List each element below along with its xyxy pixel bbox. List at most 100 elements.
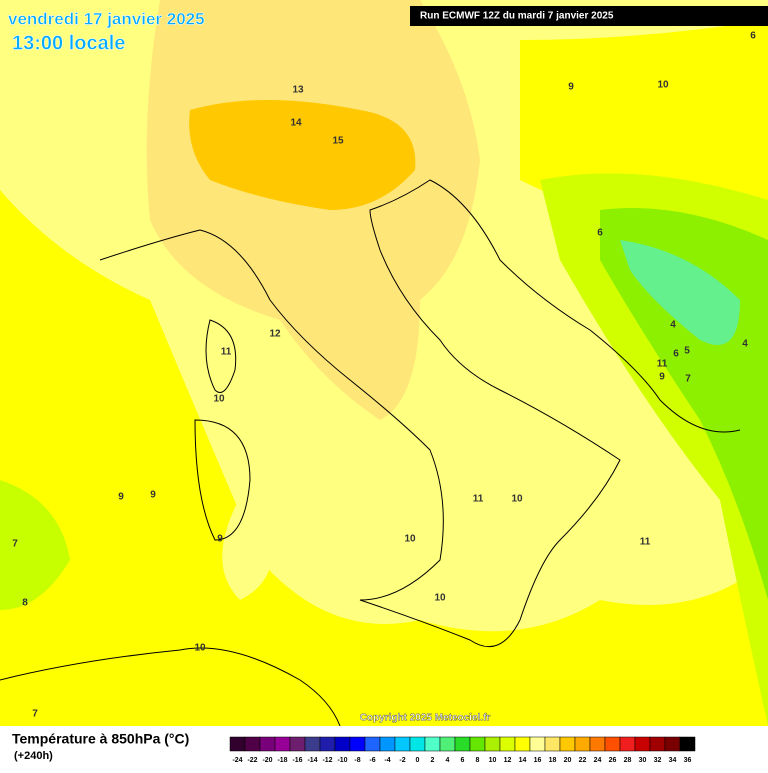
legend-tick-label: 12 [504, 757, 512, 764]
contour-label: 15 [332, 136, 344, 147]
contour-label: 10 [657, 80, 669, 91]
time-title: 13:00 locale [12, 32, 125, 54]
color-swatch [574, 736, 591, 752]
legend-tick-label: 22 [579, 757, 587, 764]
color-swatch [499, 736, 516, 752]
legend-tick-label: 6 [461, 757, 465, 764]
contour-label: 6 [750, 31, 756, 42]
color-swatch [424, 736, 441, 752]
legend-tick-label: -10 [337, 757, 347, 764]
warm-zone [0, 190, 768, 726]
contour-label: 7 [12, 539, 18, 550]
legend-tick-label: 34 [669, 757, 677, 764]
color-swatch [589, 736, 606, 752]
color-swatch [679, 736, 696, 752]
contour-label: 7 [685, 374, 691, 385]
legend-title: Température à 850hPa (°C) [12, 731, 189, 747]
legend-tick-label: 2 [431, 757, 435, 764]
color-swatch [469, 736, 486, 752]
date-title: vendredi 17 janvier 2025 [8, 9, 205, 28]
color-swatch [409, 736, 426, 752]
contour-label: 11 [640, 537, 651, 548]
contour-label: 11 [657, 359, 668, 370]
color-swatch [244, 736, 261, 752]
color-swatch [304, 736, 321, 752]
color-swatch [544, 736, 561, 752]
legend-tick-label: 8 [476, 757, 480, 764]
contour-label: 14 [290, 118, 302, 129]
contour-label: 13 [292, 85, 304, 96]
legend-tick-label: 30 [639, 757, 647, 764]
contour-label: 11 [473, 494, 484, 505]
color-swatch [619, 736, 636, 752]
color-swatch [484, 736, 501, 752]
legend-tick-label: -4 [384, 757, 390, 764]
color-swatch [334, 736, 351, 752]
legend-tick-label: 20 [564, 757, 572, 764]
color-swatch [364, 736, 381, 752]
color-swatch [229, 736, 246, 752]
color-swatch [514, 736, 531, 752]
legend-tick-label: -20 [262, 757, 272, 764]
legend-tick-label: 14 [519, 757, 527, 764]
run-info: Run ECMWF 12Z du mardi 7 janvier 2025 [420, 11, 614, 22]
legend-tick-label: 28 [624, 757, 632, 764]
legend-tick-label: 18 [549, 757, 557, 764]
contour-label: 11 [221, 347, 232, 358]
color-swatch [259, 736, 276, 752]
contour-label: 6 [597, 228, 603, 239]
legend-tick-label: -12 [322, 757, 332, 764]
legend-tick-label: 24 [594, 757, 602, 764]
legend-tick-label: 26 [609, 757, 617, 764]
contour-label: 10 [434, 593, 446, 604]
contour-label: 9 [217, 534, 223, 545]
color-swatch [439, 736, 456, 752]
contour-label: 4 [670, 320, 676, 331]
color-swatch [559, 736, 576, 752]
color-swatch [604, 736, 621, 752]
legend-tick-label: 16 [534, 757, 542, 764]
mild-zone [0, 480, 70, 610]
legend-tick-label: -18 [277, 757, 287, 764]
legend-tick-label: -16 [292, 757, 302, 764]
color-swatch [634, 736, 651, 752]
legend-tick-label: -14 [307, 757, 317, 764]
legend-subtitle: (+240h) [14, 750, 53, 762]
color-bar: -24 -22 -20 -18 -16 -14 -12 -10 -8 -6 -4 -2 0 2 4 6 8 10 1… [229, 736, 696, 764]
contour-label: 4 [742, 339, 748, 350]
legend-tick-label: 36 [684, 757, 692, 764]
warmest-zone [189, 100, 416, 210]
contour-label: 7 [32, 709, 38, 720]
legend-tick-label: -8 [354, 757, 360, 764]
color-swatch [349, 736, 366, 752]
cold-zone [620, 240, 740, 345]
legend-tick-label: -2 [399, 757, 405, 764]
color-swatch [319, 736, 336, 752]
legend-tick-label: -6 [369, 757, 375, 764]
color-swatch [664, 736, 681, 752]
run-box [410, 6, 768, 26]
legend-tick-label: 32 [654, 757, 662, 764]
contour-label: 9 [150, 490, 156, 501]
contour-label: 8 [22, 598, 28, 609]
contour-label: 10 [194, 643, 206, 654]
copyright: Copyright 2025 Meteociel.fr [360, 713, 491, 724]
color-swatch [289, 736, 306, 752]
contour-label: 9 [118, 492, 124, 503]
contour-label: 10 [511, 494, 523, 505]
contour-label: 5 [684, 346, 690, 357]
color-swatch [274, 736, 291, 752]
contour-label: 6 [673, 349, 679, 360]
legend-tick-label: -24 [232, 757, 242, 764]
warm-patch [222, 480, 495, 600]
contour-label: 9 [659, 372, 665, 383]
legend-tick-label: 4 [446, 757, 450, 764]
color-swatch [529, 736, 546, 752]
legend-tick-label: 10 [489, 757, 497, 764]
contour-label: 12 [269, 329, 281, 340]
legend-tick-label: -22 [247, 757, 257, 764]
contour-label: 10 [213, 394, 225, 405]
